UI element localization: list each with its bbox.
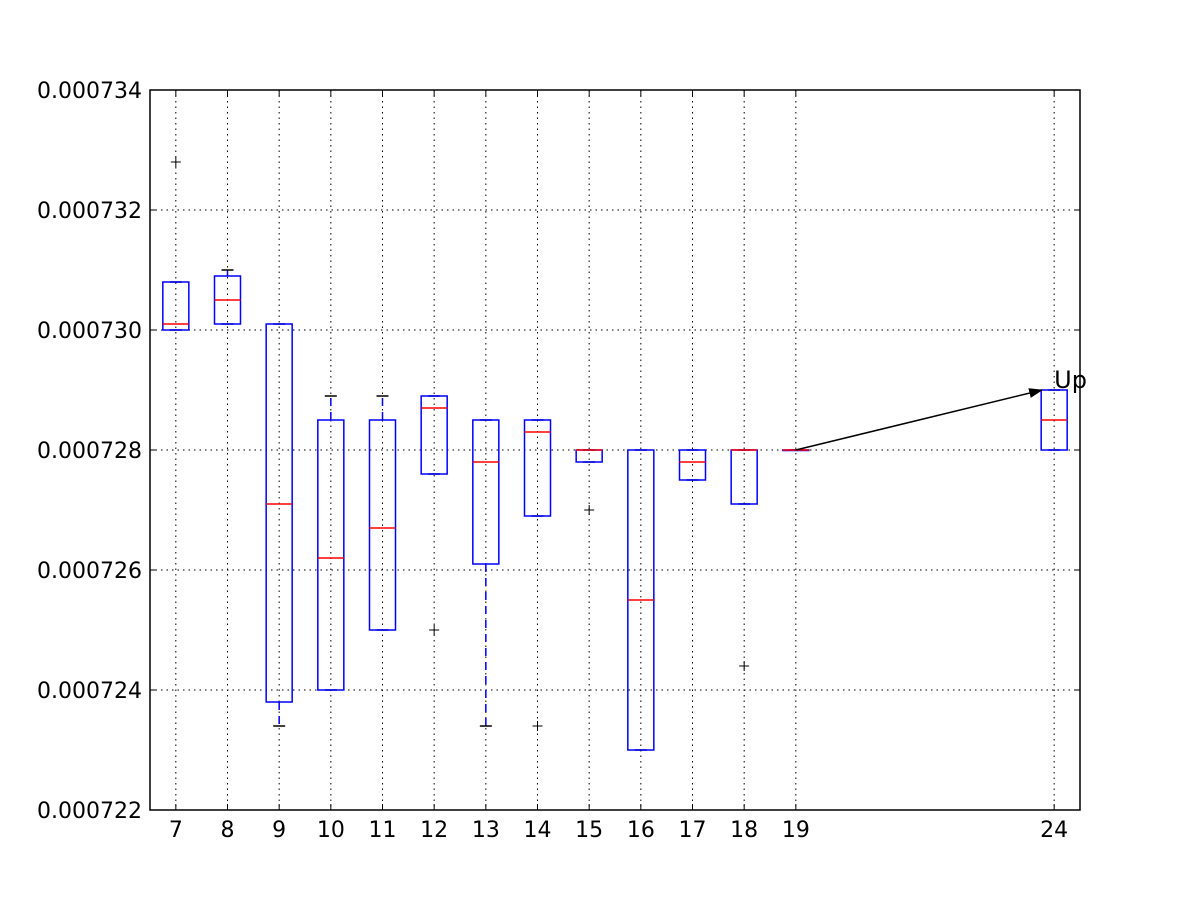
outlier-point <box>532 721 543 731</box>
x-tick-label: 10 <box>317 818 345 843</box>
x-tick-label: 17 <box>679 818 707 843</box>
x-tick-label: 24 <box>1040 818 1068 843</box>
x-tick-label: 16 <box>627 818 655 843</box>
iqr-box <box>368 419 397 631</box>
y-tick-label: 0.000722 <box>37 799 142 824</box>
outlier-point <box>739 661 750 671</box>
box-series <box>162 157 1068 751</box>
y-tick-label: 0.000732 <box>37 199 142 224</box>
box-24 <box>1040 389 1068 451</box>
box-7 <box>162 157 190 331</box>
box-11 <box>368 395 397 631</box>
y-tick-label: 0.000728 <box>37 439 142 464</box>
box-18 <box>730 449 758 671</box>
box-16 <box>627 449 655 751</box>
x-tick-label: 12 <box>420 818 448 843</box>
box-19 <box>782 449 810 452</box>
y-tick-label: 0.000724 <box>37 679 142 704</box>
x-tick-label: 7 <box>169 818 183 843</box>
x-tick-label: 9 <box>272 818 286 843</box>
iqr-box <box>317 419 345 691</box>
x-tick-label: 18 <box>730 818 758 843</box>
y-tick-label: 0.000734 <box>37 79 142 104</box>
x-tick-label: 14 <box>524 818 552 843</box>
box-17 <box>678 449 707 481</box>
box-12 <box>420 395 448 635</box>
y-axis: 0.000722 0.000724 0.000726 0.000728 0.000730… <box>37 79 1080 824</box>
x-axis: 7 8 9 10 11 12 13 14 15 16 17 18 19 24 <box>169 90 1068 843</box>
iqr-box <box>420 395 448 475</box>
x-tick-label: 13 <box>472 818 500 843</box>
box-15 <box>575 449 603 515</box>
iqr-box <box>265 323 293 703</box>
iqr-box <box>678 449 707 481</box>
box-13 <box>472 419 500 727</box>
x-tick-label: 15 <box>575 818 603 843</box>
box-14 <box>523 419 552 731</box>
x-tick-label: 19 <box>782 818 810 843</box>
annotation-label: Up <box>1054 366 1087 394</box>
box-8 <box>213 269 242 325</box>
iqr-box <box>523 419 552 517</box>
outlier-point <box>429 625 440 635</box>
x-tick-label: 11 <box>369 818 397 843</box>
iqr-box <box>162 281 190 331</box>
y-tick-label: 0.000730 <box>37 319 142 344</box>
iqr-box <box>472 419 500 565</box>
annotation-layer: Up <box>795 366 1087 451</box>
y-tick-label: 0.000726 <box>37 559 142 584</box>
box-10 <box>317 395 345 691</box>
outlier-point <box>584 505 595 515</box>
box-9 <box>265 323 293 727</box>
x-tick-label: 8 <box>221 818 235 843</box>
outlier-point <box>170 157 181 167</box>
annotation-arrow <box>795 388 1044 451</box>
